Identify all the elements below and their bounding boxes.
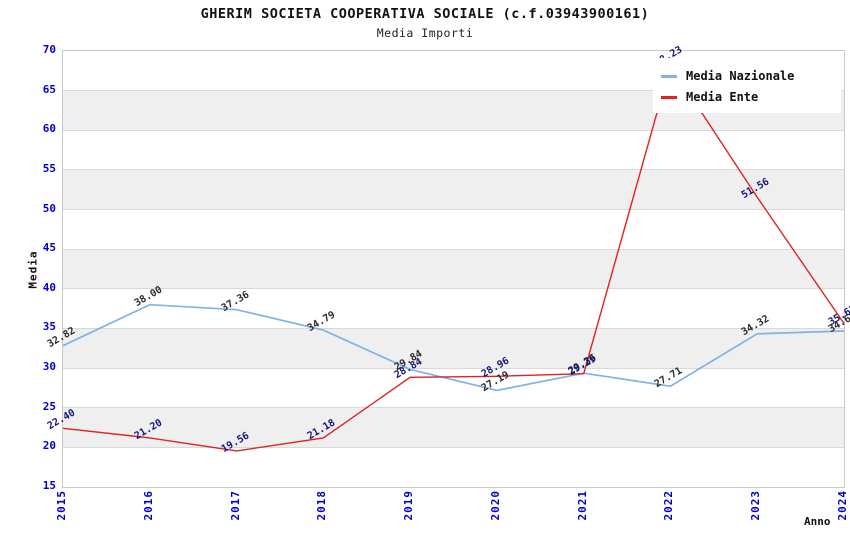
x-axis-ticks: 2015 2016 2017 2018 2019 2020 2021 2022 2023 2024 <box>55 490 849 540</box>
y-tick-label: 70 <box>42 43 56 56</box>
series-lines <box>62 63 845 452</box>
x-tick-label: 2020 <box>488 490 502 521</box>
line-media-ente <box>62 63 845 452</box>
y-tick-label: 15 <box>42 479 56 492</box>
x-tick-label: 2022 <box>662 490 676 521</box>
gridline <box>63 288 844 290</box>
y-tick-label: 25 <box>42 399 56 413</box>
gridline <box>63 367 844 369</box>
gridline <box>63 169 844 171</box>
y-tick-label: 35 <box>42 320 56 334</box>
gridline <box>63 327 844 329</box>
x-tick-label: 2015 <box>55 490 68 521</box>
y-tick-label: 30 <box>42 360 56 374</box>
chart-title: GHERIM SOCIETA COOPERATIVA SOCIALE (c.f.… <box>200 6 650 22</box>
legend: Media Nazionale Media Ente <box>653 58 841 113</box>
chart-subtitle: Media Importi <box>376 26 474 40</box>
gridline <box>63 209 844 211</box>
x-tick-label: 2016 <box>141 490 155 521</box>
x-tick-label: 2021 <box>575 490 589 521</box>
plot-band <box>63 249 844 289</box>
media-ente-swatch-icon <box>661 95 677 99</box>
media-nazionale-swatch-icon <box>661 74 677 78</box>
x-tick-label: 2019 <box>402 490 416 521</box>
plot-band <box>63 328 844 369</box>
gridline <box>63 129 844 131</box>
y-tick-label: 60 <box>42 122 56 136</box>
legend-label-media-ente: Media Ente <box>686 90 759 104</box>
gridline <box>63 407 844 409</box>
gridline <box>63 248 844 250</box>
y-axis-ticks: 70 65 60 55 50 45 40 35 30 25 20 15 <box>0 43 56 492</box>
legend-item-media-ente: Media Ente <box>661 90 831 104</box>
x-axis-label: Anno <box>804 515 831 528</box>
plot-area: Media Nazionale Media Ente 32.82 38.00 37.… <box>46 44 850 488</box>
x-tick-label: 2018 <box>315 490 329 521</box>
y-tick-label: 50 <box>42 201 56 215</box>
y-tick-label: 45 <box>42 241 56 255</box>
y-tick-label: 55 <box>42 161 56 175</box>
plot-band <box>63 169 844 210</box>
x-tick-label: 2017 <box>228 490 242 521</box>
line-media-nazionale <box>62 303 845 392</box>
x-tick-label: 2023 <box>749 490 763 521</box>
plot-band <box>63 407 844 448</box>
y-tick-label: 65 <box>42 82 56 96</box>
legend-item-media-nazionale: Media Nazionale <box>661 69 831 83</box>
y-tick-label: 40 <box>42 280 56 294</box>
gridline <box>63 446 844 448</box>
legend-label-media-nazionale: Media Nazionale <box>686 69 795 83</box>
gridline <box>63 90 844 92</box>
y-tick-label: 20 <box>42 439 56 453</box>
x-tick-label: 2024 <box>836 490 849 521</box>
